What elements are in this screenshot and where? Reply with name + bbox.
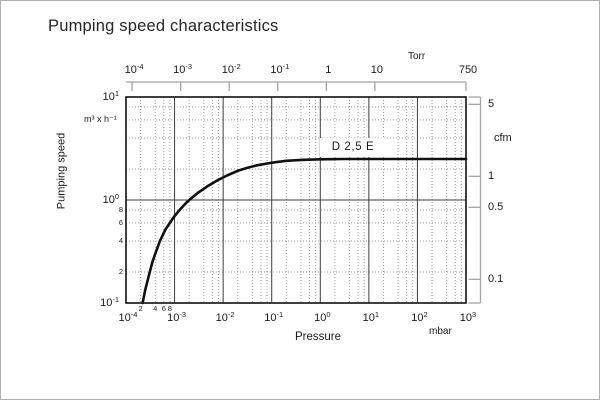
torr-tick-label: 10-2: [221, 61, 241, 76]
torr-tick-label: 750: [458, 64, 478, 76]
cfm-tick-label: 0.5: [488, 201, 504, 214]
cfm-tick-label: 5: [488, 98, 495, 111]
x-tick-label: 102: [411, 309, 428, 324]
x-tick-label: 101: [362, 309, 380, 324]
plot-border: [125, 96, 467, 304]
torr-tick-label: 10-3: [173, 61, 193, 76]
cfm-tick-label: 1: [488, 170, 495, 183]
cfm-tick-label: 0.1: [488, 273, 504, 286]
x-tick-label: 10-1: [264, 309, 284, 324]
x-axis-label: Pressure: [294, 331, 342, 343]
x-minor-tick-label: 4: [153, 304, 158, 313]
x-minor-tick-label: 8: [167, 304, 172, 313]
torr-tick-label: 1: [325, 64, 332, 76]
x-tick-label: 10-2: [215, 309, 235, 324]
series-label-pump-model: D 2,5 E: [320, 138, 386, 157]
y-minor-tick-label: 6: [118, 217, 123, 227]
x-tick-label: 10-3: [167, 309, 187, 324]
chart-title: Pumping speed characteristics: [48, 17, 279, 35]
torr-tick-label: 10: [370, 64, 384, 76]
y-minor-tick-label: 2: [118, 266, 123, 276]
x-tick-label: 103: [459, 309, 477, 324]
y-minor-tick-label: 8: [118, 204, 123, 214]
y-tick-label: 101: [102, 88, 119, 103]
y-axis-unit: m³ x h⁻¹: [84, 114, 117, 124]
x-tick-label: 10-4: [118, 309, 138, 324]
torr-tick-label: 10-1: [270, 61, 290, 76]
x-tick-label: 100: [314, 309, 331, 324]
y-axis-label: Pumping speed: [55, 132, 68, 210]
pumping-speed-curve: [141, 157, 468, 305]
y-minor-tick-label: 4: [118, 235, 123, 245]
top-axis-unit: Torr: [408, 51, 426, 62]
torr-tick-label: 10-4: [124, 61, 144, 76]
y-tick-label: 100: [102, 191, 119, 206]
x-minor-tick-label: 6: [161, 304, 166, 313]
y-tick-label: 10-1: [100, 294, 119, 309]
x-axis-unit: mbar: [429, 326, 452, 337]
right-axis-unit: cfm: [494, 132, 512, 144]
x-minor-tick-label: 2: [138, 304, 143, 313]
